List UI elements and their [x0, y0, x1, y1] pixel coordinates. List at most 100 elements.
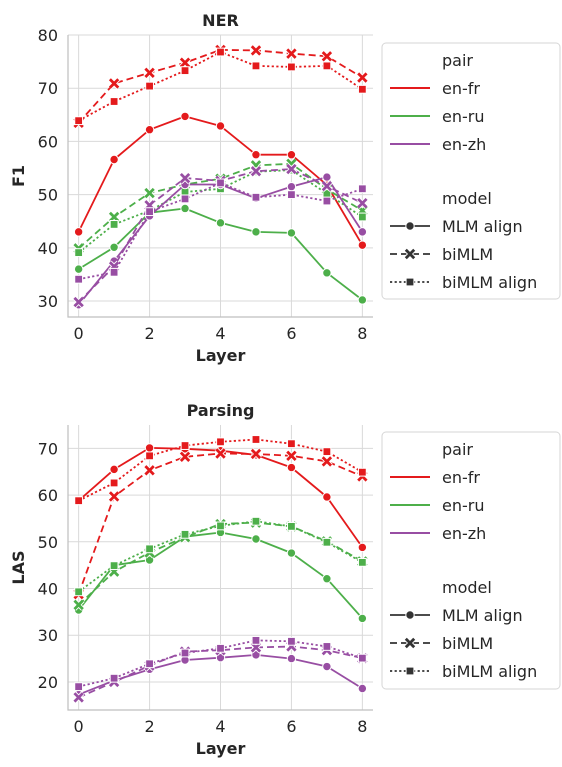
ner-ytick-label: 60 [38, 132, 58, 151]
legend-frame [381, 42, 561, 300]
ner-ylabel: F1 [9, 165, 28, 187]
legend-label-en-fr: en-fr [442, 468, 480, 487]
data-point [145, 81, 154, 91]
parsing-series-en-ru-mlm-align [73, 527, 368, 624]
data-point [72, 691, 85, 704]
data-point [251, 435, 261, 444]
data-point [74, 496, 84, 506]
data-point [285, 163, 298, 175]
data-point [322, 574, 332, 584]
data-point [180, 529, 190, 539]
parsing-ytick-label: 40 [38, 580, 58, 599]
parsing-xtick-label: 4 [215, 717, 225, 736]
data-point [357, 84, 367, 94]
data-point [215, 652, 226, 663]
data-point [286, 548, 297, 558]
ner-xtick-label: 4 [215, 324, 225, 343]
ner-ytick-label: 50 [38, 186, 58, 205]
parsing-series-en-fr-bimlm-align [74, 435, 367, 506]
data-point [72, 296, 85, 308]
data-point [356, 197, 369, 209]
parsing-ytick-label: 60 [38, 486, 58, 505]
parsing-xtick-label: 6 [286, 717, 296, 736]
data-point [109, 267, 119, 277]
series-line [78, 181, 363, 281]
data-point [74, 682, 84, 692]
parsing-xlabel: Layer [196, 739, 246, 758]
data-point [251, 150, 261, 160]
data-point [215, 218, 226, 228]
ner-series-en-fr-bimlm-align [74, 47, 367, 126]
data-point [108, 77, 120, 90]
data-point [216, 437, 225, 447]
data-point [143, 464, 156, 477]
parsing-series-en-zh-bimlm-align [74, 635, 367, 692]
data-point [287, 521, 296, 531]
data-point [322, 196, 332, 206]
data-point [287, 636, 296, 646]
data-point [357, 295, 368, 305]
data-point [109, 464, 119, 475]
legend-marker-bimlm-align [405, 277, 415, 287]
data-point [74, 248, 84, 258]
parsing-title: Parsing [187, 401, 255, 420]
data-point [357, 467, 367, 477]
data-point [215, 121, 226, 131]
data-point [108, 490, 120, 503]
data-point [109, 242, 119, 252]
parsing-legend: pair en-fr en-ru en-zh model MLM align biMLM bi… [381, 431, 561, 690]
data-point [357, 542, 368, 553]
data-point [322, 642, 332, 651]
parsing-ytick-label: 70 [38, 439, 58, 458]
data-point [357, 557, 367, 567]
data-point [286, 462, 297, 473]
legend-label-en-zh: en-zh [442, 524, 486, 543]
ner-series-en-zh-bimlm [72, 163, 369, 308]
legend-label-bimlm: biMLM [442, 634, 493, 653]
parsing-xtick-label: 0 [74, 717, 84, 736]
data-point [322, 492, 332, 502]
parsing-ylabel: LAS [9, 550, 28, 584]
ner-xtick-label: 8 [357, 324, 367, 343]
data-point [180, 111, 190, 122]
data-point [321, 180, 333, 192]
parsing-series-en-ru-bimlm-align [74, 516, 367, 597]
ner-xtick-label: 6 [286, 324, 296, 343]
ner-series-en-zh-bimlm-align [74, 178, 367, 284]
data-point [322, 537, 332, 547]
data-point [286, 150, 297, 160]
data-point [322, 268, 332, 278]
legend-label-bimlm: biMLM [442, 245, 493, 264]
data-point [144, 555, 155, 565]
data-point [357, 683, 368, 694]
data-point [357, 227, 368, 237]
data-point [109, 561, 119, 571]
data-point [144, 125, 155, 135]
series-line [78, 169, 363, 254]
data-point [216, 178, 225, 188]
ner-ytick-label: 40 [38, 239, 58, 258]
ner-xtick-label: 0 [74, 324, 84, 343]
legend-marker-bimlm [404, 248, 416, 260]
legend-label-bimlm-align: biMLM align [442, 273, 537, 292]
data-point [109, 154, 119, 165]
data-point [322, 661, 332, 672]
data-point [73, 264, 84, 274]
parsing-xtick-label: 8 [357, 717, 367, 736]
data-point [145, 207, 154, 217]
data-point [357, 653, 367, 663]
data-point [145, 659, 154, 669]
data-point [286, 653, 297, 664]
legend-model-title: model [442, 189, 492, 208]
data-point [357, 212, 367, 222]
legend-pair-title: pair [442, 440, 473, 459]
legend-label-en-ru: en-ru [442, 107, 484, 126]
data-point [357, 613, 368, 624]
data-point [216, 47, 225, 57]
data-point [214, 447, 227, 460]
data-point [180, 66, 190, 76]
data-point [251, 534, 261, 544]
data-point [251, 61, 261, 71]
series-line [78, 645, 363, 699]
data-point [143, 66, 156, 79]
